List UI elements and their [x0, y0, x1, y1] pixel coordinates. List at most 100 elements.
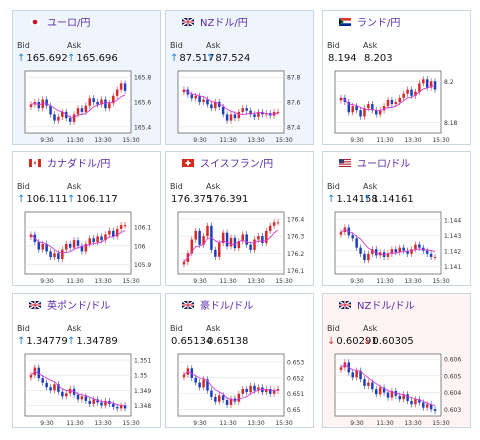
y-tick-label: 1.35	[134, 373, 148, 380]
pair-name[interactable]: カナダドル/円	[47, 159, 111, 170]
pair-title[interactable]: 英ポンド/ドル	[28, 297, 111, 312]
candle-down	[363, 253, 366, 261]
candle-down	[37, 367, 41, 379]
candle-up	[229, 398, 233, 405]
candle-down	[245, 234, 248, 245]
pair-title[interactable]: NZドル/円	[181, 14, 248, 29]
candle-up	[229, 237, 233, 247]
x-tick-label: 15:30	[432, 420, 449, 427]
ask-label: Ask	[363, 182, 378, 191]
rate-card[interactable]: ユーロ/ドル Bid Ask ↑1.14158 ↑1.14161 1.144 1.…	[322, 151, 471, 286]
candle-up	[390, 390, 394, 398]
candle-down	[76, 240, 80, 246]
rate-card[interactable]: カナダドル/円 Bid Ask ↑106.111 ↑106.117 106.1 1…	[12, 151, 161, 286]
new-zealand-flag-icon	[338, 300, 352, 310]
y-tick-label: 165.8	[134, 75, 151, 82]
ask-label: Ask	[67, 41, 82, 50]
candle-up	[241, 234, 245, 242]
candle-down	[398, 395, 402, 400]
ask-price: ↑1.14161	[363, 194, 414, 205]
rate-card[interactable]: スイスフラン/円 Bid Ask 176.375 176.391 176.4 17…	[165, 151, 314, 286]
candle-down	[359, 110, 362, 117]
rate-card[interactable]: ユーロ/円 Bid Ask ↑165.692 ↑165.696 165.8 165…	[12, 10, 161, 145]
rate-card[interactable]: NZドル/ドル Bid Ask ↓0.60291 ↓0.60305 0.606 0…	[322, 293, 471, 428]
pair-title[interactable]: カナダドル/円	[29, 155, 110, 170]
candle-down	[355, 238, 358, 248]
pair-name[interactable]: スイスフラン/円	[200, 159, 274, 170]
candle-up	[108, 230, 111, 235]
bid-value: 1.14158	[336, 194, 378, 205]
x-tick-label: 11:30	[219, 420, 236, 427]
rate-card[interactable]: 英ポンド/ドル Bid Ask ↑1.34779 ↑1.34789 1.351 1…	[12, 293, 161, 428]
price-chart[interactable]: 176.4 176.3 176.2 176.1 9:30 11:30 13:30 15:30	[176, 210, 312, 294]
price-chart[interactable]: 8.2 8.18 9:30 11:30 13:30 15:30	[333, 69, 469, 153]
us-flag-icon	[339, 159, 351, 167]
price-chart[interactable]: 106.1 106 105.9 9:30 11:30 13:30 15:30	[23, 210, 159, 294]
candle-up	[194, 95, 197, 99]
candle-up	[53, 384, 56, 391]
price-chart[interactable]: 1.144 1.143 1.142 1.141 9:30 11:30 13:30 15:30	[333, 210, 469, 294]
bid-value: 1.34779	[26, 336, 68, 347]
pair-name[interactable]: 英ポンド/ドル	[47, 301, 111, 312]
candle-down	[92, 238, 95, 243]
candle-down	[261, 111, 264, 115]
pair-title[interactable]: ユーロ/円	[28, 14, 91, 29]
price-chart[interactable]: 0.606 0.605 0.604 0.603 9:30 11:30 13:30 15:30	[333, 352, 469, 436]
price-chart[interactable]: 1.351 1.35 1.349 1.348 9:30 11:30 13:30 15:30	[23, 352, 159, 436]
price-chart[interactable]: 87.8 87.6 87.4 9:30 11:30 13:30 15:30	[176, 69, 312, 153]
ask-label: Ask	[206, 324, 221, 333]
candle-up	[276, 388, 280, 391]
pair-title[interactable]: ランド/円	[339, 14, 400, 29]
pair-name[interactable]: ユーロ/円	[47, 18, 91, 29]
candle-up	[402, 394, 405, 400]
y-tick-label: 105.9	[134, 262, 151, 269]
candle-up	[382, 106, 386, 111]
bid-label: Bid	[17, 182, 30, 191]
candle-down	[57, 384, 60, 392]
candle-up	[182, 374, 186, 378]
pair-title[interactable]: ユーロ/ドル	[339, 155, 410, 170]
candle-down	[390, 99, 394, 105]
candle-up	[429, 81, 433, 88]
up-arrow-icon: ↑	[170, 53, 179, 64]
chart-svg: 87.8 87.6 87.4 9:30 11:30 13:30 15:30	[177, 70, 301, 144]
candle-down	[45, 243, 48, 252]
x-tick-label: 15:30	[122, 137, 139, 144]
candle-down	[49, 105, 52, 115]
x-tick-label: 13:30	[404, 137, 421, 144]
y-tick-label: 106	[134, 243, 146, 250]
new-zealand-flag-icon	[181, 17, 195, 27]
candle-down	[112, 403, 115, 407]
bid-value: 8.194	[328, 53, 357, 64]
chart-svg: 106.1 106 105.9 9:30 11:30 13:30 15:30	[24, 211, 151, 285]
pair-name[interactable]: ランド/円	[357, 18, 401, 29]
candle-up	[237, 241, 241, 249]
pair-title[interactable]: スイスフラン/円	[182, 155, 273, 170]
pair-name[interactable]: NZドル/円	[200, 18, 248, 29]
rate-card[interactable]: 豪ドル/ドル Bid Ask 0.65134 0.65138 0.653 0.65…	[165, 293, 314, 428]
candle-up	[217, 243, 221, 257]
candle-down	[374, 389, 378, 395]
chart-frame	[334, 211, 442, 275]
rate-card[interactable]: ランド/円 Bid Ask 8.194 8.203 8.2 8.18 9:30 11:…	[322, 10, 471, 145]
pair-title[interactable]: NZドル/ドル	[338, 297, 415, 312]
candle-down	[425, 79, 429, 88]
y-tick-label: 0.604	[444, 390, 461, 397]
candle-up	[237, 111, 241, 119]
candle-up	[410, 249, 413, 254]
pair-name[interactable]: 豪ドル/ドル	[200, 301, 254, 312]
price-chart[interactable]: 165.8 165.6 165.4 9:30 11:30 13:30 15:30	[23, 69, 159, 153]
bid-price: 0.65134	[170, 336, 212, 347]
pair-name[interactable]: ユーロ/ドル	[357, 159, 411, 170]
candle-up	[390, 249, 394, 254]
candle-down	[123, 405, 127, 409]
pair-title[interactable]: 豪ドル/ドル	[181, 297, 254, 312]
price-chart[interactable]: 0.653 0.652 0.651 0.65 9:30 11:30 13:30 15:30	[176, 352, 312, 436]
rate-card[interactable]: NZドル/円 Bid Ask ↑87.517 ↑87.524 87.8 87.6 8…	[165, 10, 314, 145]
candle-down	[80, 108, 84, 112]
pair-name[interactable]: NZドル/ドル	[357, 301, 415, 312]
rate-grid: ユーロ/円 Bid Ask ↑165.692 ↑165.696 165.8 165…	[12, 10, 471, 428]
candle-down	[198, 382, 201, 388]
candle-down	[115, 406, 119, 409]
ask-label: Ask	[363, 324, 378, 333]
